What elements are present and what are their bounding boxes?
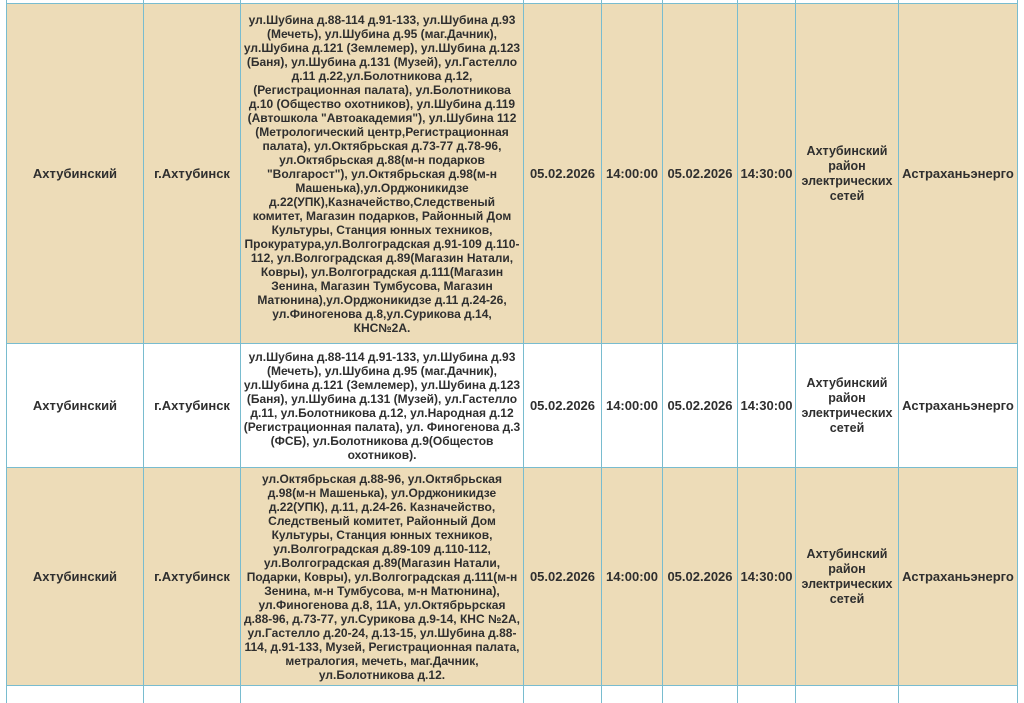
end-time-cell: 14:30:00	[737, 467, 796, 686]
empty-cell	[601, 685, 663, 703]
addresses-cell: ул.Октябрьская д.88-96, ул.Октябрьская д…	[240, 467, 524, 686]
organization-cell: Ахтубинский район электрических сетей	[795, 467, 899, 686]
empty-cell	[523, 685, 602, 703]
table-row-clipped-bottom	[6, 685, 1018, 703]
table-row: Ахтубинский г.Ахтубинск ул.Шубина д.88-1…	[6, 343, 1018, 468]
outage-table: Ахтубинский г.Ахтубинск ул.Шубина д.88-1…	[6, 0, 1018, 703]
district-cell: Ахтубинский	[6, 3, 144, 344]
start-time-cell: 14:00:00	[601, 467, 663, 686]
addresses-cell: ул.Шубина д.88-114 д.91-133, ул.Шубина д…	[240, 3, 524, 344]
start-date-cell: 05.02.2026	[523, 3, 602, 344]
empty-cell	[143, 685, 241, 703]
start-time-cell: 14:00:00	[601, 343, 663, 468]
company-cell: Астраханьэнерго	[898, 3, 1018, 344]
table-row: Ахтубинский г.Ахтубинск ул.Шубина д.88-1…	[6, 3, 1018, 344]
end-date-cell: 05.02.2026	[662, 343, 738, 468]
organization-cell: Ахтубинский район электрических сетей	[795, 3, 899, 344]
end-time-cell: 14:30:00	[737, 343, 796, 468]
end-date-cell: 05.02.2026	[662, 467, 738, 686]
start-date-cell: 05.02.2026	[523, 467, 602, 686]
start-date-cell: 05.02.2026	[523, 343, 602, 468]
empty-cell	[795, 685, 899, 703]
empty-cell	[662, 685, 738, 703]
end-time-cell: 14:30:00	[737, 3, 796, 344]
city-cell: г.Ахтубинск	[143, 467, 241, 686]
table-row: Ахтубинский г.Ахтубинск ул.Октябрьская д…	[6, 467, 1018, 686]
addresses-cell: ул.Шубина д.88-114 д.91-133, ул.Шубина д…	[240, 343, 524, 468]
empty-cell	[6, 685, 144, 703]
city-cell: г.Ахтубинск	[143, 343, 241, 468]
district-cell: Ахтубинский	[6, 467, 144, 686]
empty-cell	[898, 685, 1018, 703]
city-cell: г.Ахтубинск	[143, 3, 241, 344]
empty-cell	[737, 685, 796, 703]
company-cell: Астраханьэнерго	[898, 343, 1018, 468]
end-date-cell: 05.02.2026	[662, 3, 738, 344]
organization-cell: Ахтубинский район электрических сетей	[795, 343, 899, 468]
empty-cell	[240, 685, 524, 703]
company-cell: Астраханьэнерго	[898, 467, 1018, 686]
district-cell: Ахтубинский	[6, 343, 144, 468]
start-time-cell: 14:00:00	[601, 3, 663, 344]
